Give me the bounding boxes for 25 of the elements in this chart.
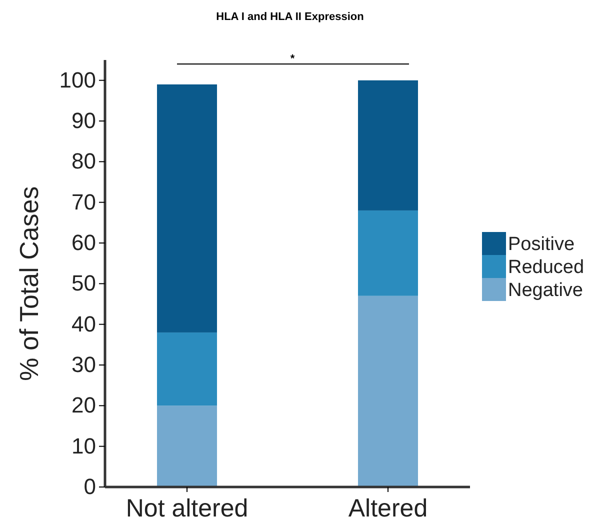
y-tick-label: 10 <box>72 433 96 458</box>
bar <box>358 210 418 296</box>
y-tick-label: 70 <box>72 189 96 214</box>
x-tick-label: Not altered <box>126 494 248 522</box>
bar <box>157 84 218 332</box>
bar <box>358 296 418 487</box>
legend-label: Reduced <box>508 257 584 278</box>
legend-label: Negative <box>508 280 583 301</box>
y-tick-label: 30 <box>72 352 96 378</box>
legend-label: Positive <box>508 234 575 255</box>
y-tick-label: 100 <box>59 67 96 92</box>
y-tick-label: 90 <box>72 108 96 134</box>
bar <box>157 332 218 406</box>
annotation: * <box>290 53 296 65</box>
chart-title: HLA I and HLA II Expression <box>216 11 364 23</box>
y-tick-label: 40 <box>72 311 96 336</box>
x-tick-label: Altered <box>348 494 428 522</box>
y-tick-label: 80 <box>72 148 96 174</box>
bar <box>358 80 418 210</box>
y-tick-label: 20 <box>72 392 96 418</box>
y-tick-label: 50 <box>72 270 96 296</box>
y-tick-label: 0 <box>84 474 96 500</box>
y-axis-title: % of Total Cases <box>14 186 44 381</box>
y-tick-label: 60 <box>72 230 96 256</box>
bar <box>157 406 218 487</box>
